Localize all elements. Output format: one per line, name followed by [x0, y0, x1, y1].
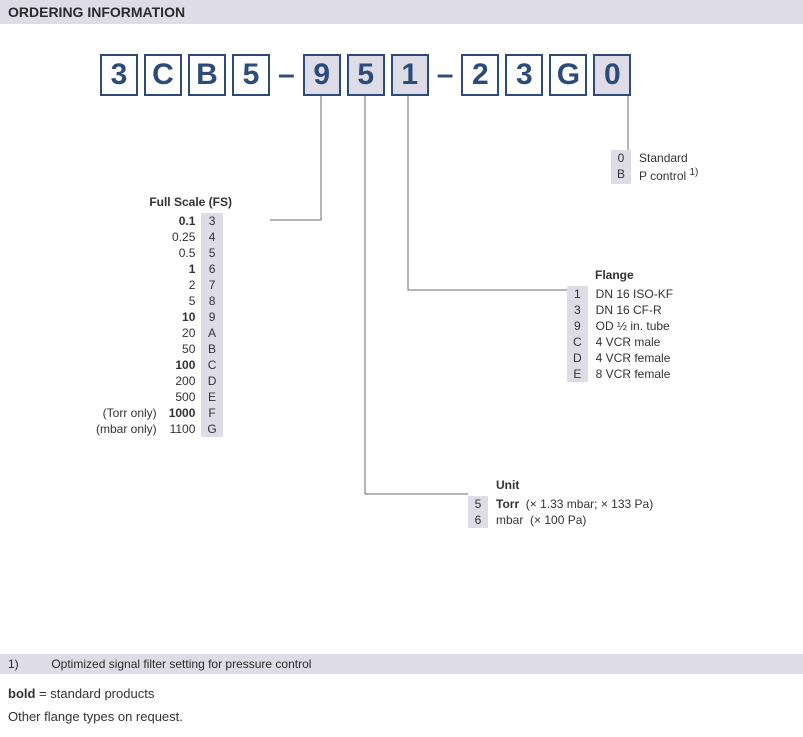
footnote-number: 1): [8, 657, 48, 671]
footnote-text: Optimized signal filter setting for pres…: [51, 657, 311, 671]
variant-table: 0StandardBP control 1): [611, 150, 704, 184]
part-number-row: 3 C B 5 – 9 5 1 – 2 3 G 0: [100, 54, 803, 96]
unit-row: 6mbar (× 100 Pa): [468, 512, 659, 528]
flange-row: 1DN 16 ISO-KF: [567, 286, 679, 302]
note-bold-standard: bold = standard products: [8, 682, 795, 705]
fullscale-row: 0.13: [90, 213, 223, 229]
variant-legend: 0StandardBP control 1): [611, 150, 704, 184]
flange-table: 1DN 16 ISO-KF3DN 16 CF-R9OD ½ in. tubeC4…: [567, 286, 679, 382]
flange-row: C4 VCR male: [567, 334, 679, 350]
fullscale-row: 27: [90, 277, 223, 293]
flange-row: D4 VCR female: [567, 350, 679, 366]
section-header: ORDERING INFORMATION: [0, 0, 803, 24]
flange-row: 3DN 16 CF-R: [567, 302, 679, 318]
fullscale-row: 20A: [90, 325, 223, 341]
fullscale-table: 0.130.2540.5516275810920A50B100C200D500E…: [90, 213, 223, 437]
fullscale-row: 0.55: [90, 245, 223, 261]
flange-row: E8 VCR female: [567, 366, 679, 382]
unit-legend: Unit 5Torr (× 1.33 mbar; × 133 Pa)6mbar …: [468, 478, 659, 528]
code-digit-2: B: [188, 54, 226, 96]
code-digit-3: 5: [232, 54, 270, 96]
fullscale-row: 200D: [90, 373, 223, 389]
code-digit-4-fullscale: 9: [303, 54, 341, 96]
code-digit-6-flange: 1: [391, 54, 429, 96]
code-digit-10-variant: 0: [593, 54, 631, 96]
variant-row: BP control 1): [611, 166, 704, 184]
fullscale-row: (Torr only)1000F: [90, 405, 223, 421]
unit-row: 5Torr (× 1.33 mbar; × 133 Pa): [468, 496, 659, 512]
fullscale-row: 500E: [90, 389, 223, 405]
fullscale-row: 58: [90, 293, 223, 309]
fullscale-row: 109: [90, 309, 223, 325]
fullscale-row: (mbar only)1100G: [90, 421, 223, 437]
code-digit-0: 3: [100, 54, 138, 96]
flange-row: 9OD ½ in. tube: [567, 318, 679, 334]
fullscale-title: Full Scale (FS): [90, 195, 232, 209]
unit-table: 5Torr (× 1.33 mbar; × 133 Pa)6mbar (× 10…: [468, 496, 659, 528]
footnote-bar: 1) Optimized signal filter setting for p…: [0, 654, 803, 674]
notes-block: bold = standard products Other flange ty…: [0, 674, 803, 737]
fullscale-row: 50B: [90, 341, 223, 357]
dash-2: –: [435, 58, 456, 92]
note-other-flange: Other flange types on request.: [8, 705, 795, 728]
flange-title: Flange: [567, 268, 679, 282]
fullscale-legend: Full Scale (FS) 0.130.2540.5516275810920…: [90, 195, 232, 437]
variant-row: 0Standard: [611, 150, 704, 166]
fullscale-row: 0.254: [90, 229, 223, 245]
code-digit-1: C: [144, 54, 182, 96]
flange-legend: Flange 1DN 16 ISO-KF3DN 16 CF-R9OD ½ in.…: [567, 268, 679, 382]
unit-title: Unit: [468, 478, 659, 492]
code-digit-9: G: [549, 54, 587, 96]
dash-1: –: [276, 58, 297, 92]
fullscale-row: 16: [90, 261, 223, 277]
fullscale-row: 100C: [90, 357, 223, 373]
code-digit-5-unit: 5: [347, 54, 385, 96]
code-digit-8: 3: [505, 54, 543, 96]
code-digit-7: 2: [461, 54, 499, 96]
